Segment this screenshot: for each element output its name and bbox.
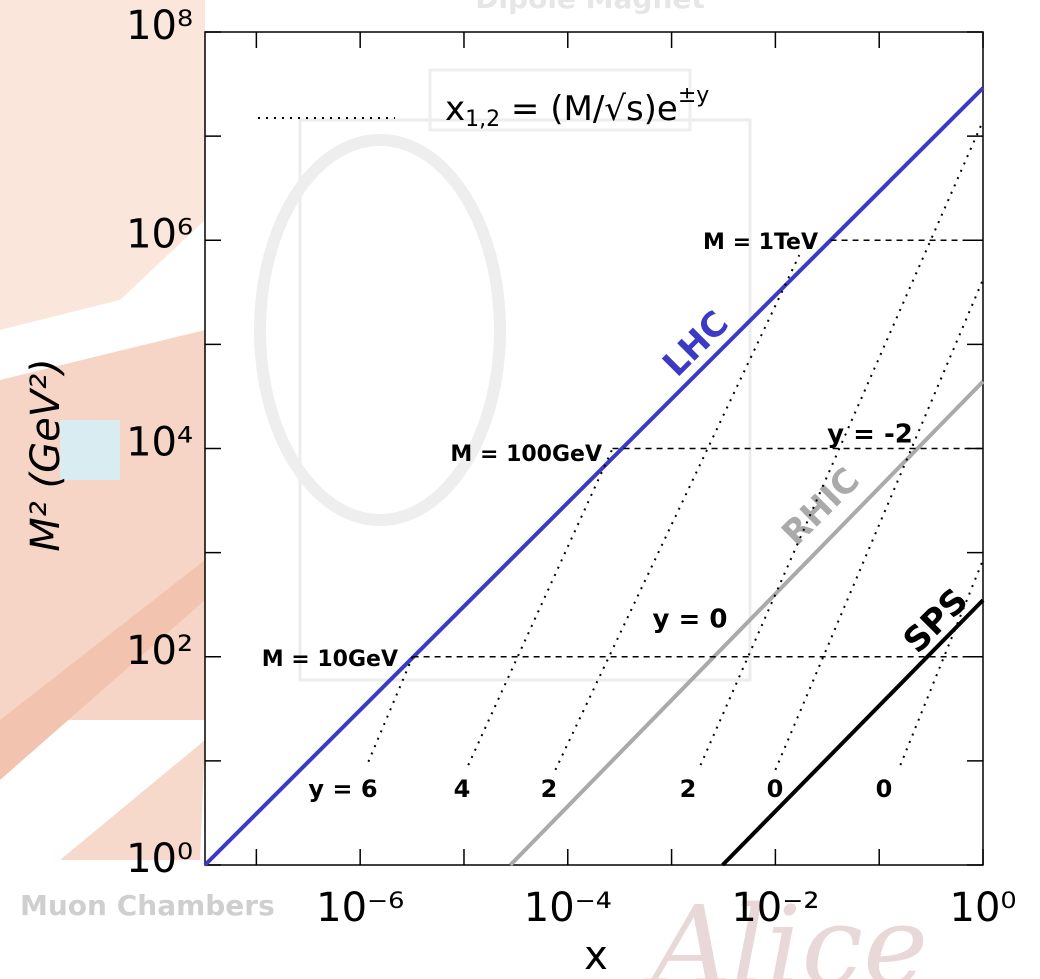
series-label: y = 6 (308, 775, 377, 803)
series-line (508, 380, 985, 867)
series-line (467, 448, 614, 766)
x-tick-label: 10⁰ (950, 885, 1017, 931)
x-tick-label: 10⁻⁶ (316, 885, 404, 931)
background-label: Muon Chambers (20, 889, 275, 922)
series-label: M = 10GeV (262, 647, 398, 672)
legend-sub: 1,2 (465, 107, 500, 132)
x-tick-label: 10⁻⁴ (524, 885, 612, 931)
legend-sup: ±y (678, 83, 709, 108)
legend-label: x1,2 = (M/√s)e±y (445, 83, 709, 132)
series-label: 0 (876, 775, 893, 803)
series-label: 2 (680, 775, 697, 803)
background-logo: Alice (643, 882, 929, 979)
series-label: 0 (767, 775, 784, 803)
series-label: M = 1TeV (703, 230, 818, 255)
annotation: y = 0 (653, 605, 728, 635)
legend: x1,2 = (M/√s)e±y (258, 83, 709, 132)
series-line (774, 279, 984, 771)
series-line (899, 559, 984, 766)
x-tick-label: 10⁻² (731, 885, 819, 931)
annotation: y = -2 (827, 420, 913, 450)
series-line (203, 86, 985, 867)
y-tick-label: 10² (126, 628, 193, 674)
y-tick-label: 10⁶ (126, 211, 193, 257)
series-label: M = 100GeV (450, 442, 602, 467)
series-line (721, 598, 985, 867)
y-tick-label: 10⁰ (126, 836, 193, 882)
y-tick-label: 10⁸ (126, 3, 193, 49)
legend-text: = (M/√s)e (500, 89, 678, 129)
x-axis-label: x (584, 933, 608, 979)
legend-text: x (445, 89, 465, 129)
series-label: 4 (454, 775, 471, 803)
y-tick-label: 10⁴ (126, 420, 193, 466)
series-label: 2 (541, 775, 558, 803)
y-axis-label: M² (GeV²) (23, 358, 69, 551)
background-label: Dipole Magnet (475, 0, 705, 15)
series-line (367, 656, 414, 763)
